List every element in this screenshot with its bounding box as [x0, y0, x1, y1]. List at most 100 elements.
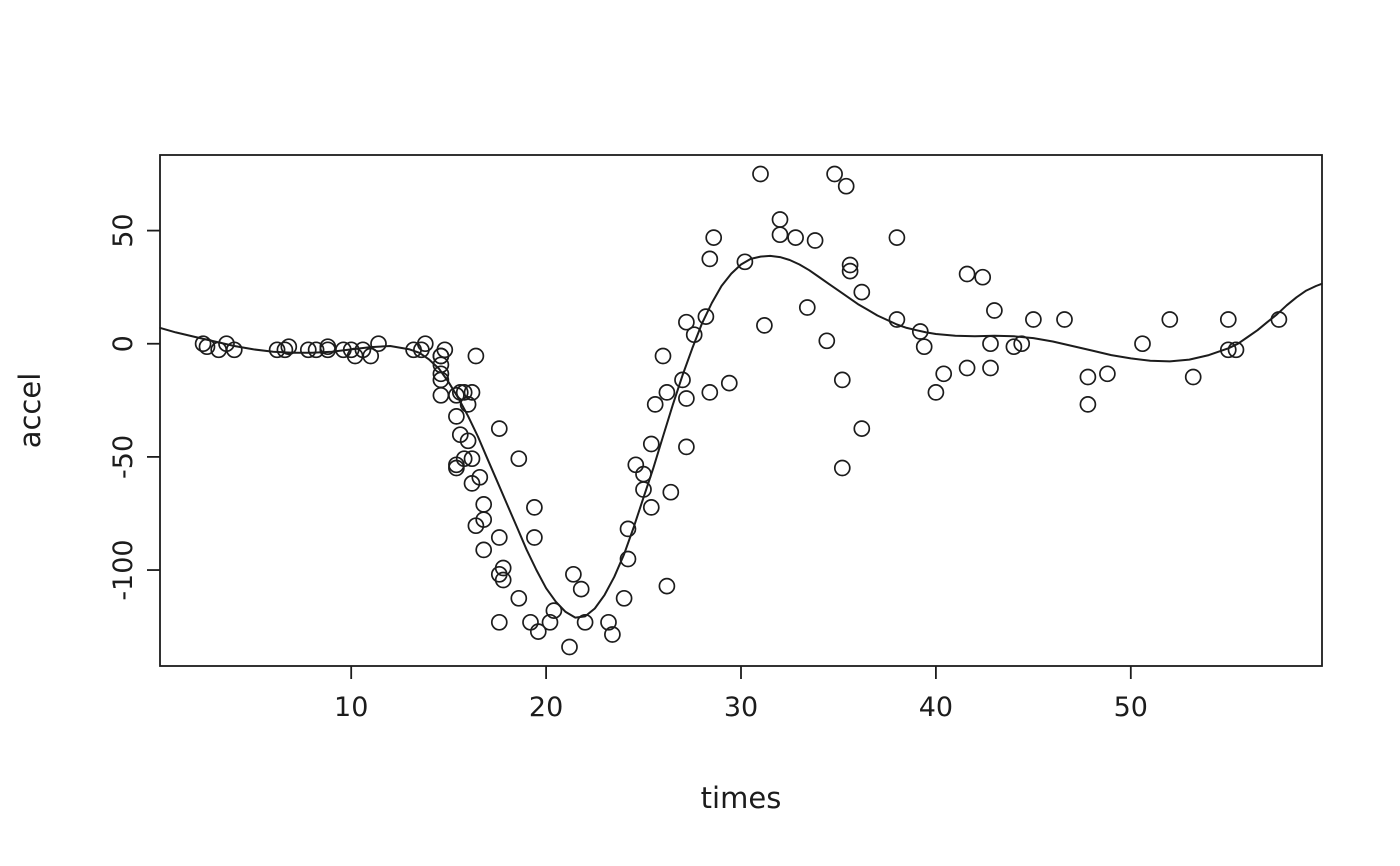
y-tick-label: -50 [108, 435, 139, 479]
data-point [604, 626, 621, 643]
data-point [526, 529, 543, 546]
data-point [1079, 368, 1097, 386]
data-point [958, 359, 976, 377]
data-point [510, 589, 528, 607]
data-point [841, 262, 859, 280]
data-point [475, 541, 493, 559]
y-axis-label: accel [13, 373, 47, 449]
data-point [545, 602, 563, 619]
data-point [646, 396, 664, 413]
data-point [798, 299, 816, 316]
smooth-line [159, 254, 1323, 619]
data-point [541, 613, 559, 631]
data-point [432, 365, 450, 383]
data-point [888, 311, 906, 328]
data-point [787, 229, 804, 246]
x-tick-label: 20 [529, 692, 563, 723]
data-point [662, 483, 680, 501]
data-point [771, 226, 789, 244]
data-point [654, 347, 672, 365]
data-point [565, 565, 582, 583]
data-point [915, 338, 933, 356]
data-point [448, 386, 465, 404]
data-point [658, 577, 676, 595]
data-point [982, 335, 999, 353]
x-tick-label: 40 [919, 692, 953, 723]
data-point [986, 302, 1003, 319]
data-point [1134, 335, 1151, 353]
data-point [1005, 338, 1023, 356]
data-point [678, 438, 695, 456]
data-point [853, 283, 871, 301]
data-point [1227, 341, 1245, 359]
data-point [561, 638, 578, 656]
data-point [705, 229, 723, 246]
data-point [756, 317, 773, 334]
data-point [1219, 311, 1237, 328]
data-point [1099, 365, 1116, 383]
data-point [1161, 311, 1179, 328]
data-point [1184, 368, 1202, 386]
data-point [448, 459, 465, 477]
data-point [678, 390, 695, 407]
data-point [494, 559, 512, 577]
data-point [455, 450, 473, 468]
data-point [475, 496, 493, 513]
data-point [701, 384, 719, 401]
data-point [701, 250, 719, 268]
data-point [619, 550, 637, 568]
data-point [720, 374, 738, 392]
data-point [194, 335, 212, 353]
data-point [826, 165, 843, 183]
data-point [853, 420, 871, 437]
data-point [299, 341, 317, 359]
data-point [1079, 396, 1097, 413]
data-point [475, 511, 493, 528]
data-point [463, 450, 481, 468]
data-point [627, 456, 645, 474]
data-point [490, 420, 508, 437]
data-point [276, 341, 294, 359]
data-point [471, 468, 489, 486]
data-point [1056, 311, 1073, 328]
data-point [280, 338, 298, 356]
data-point [432, 386, 450, 404]
data-point [658, 384, 676, 401]
x-tick-label: 30 [724, 692, 758, 723]
data-point [576, 613, 594, 631]
data-point [697, 308, 715, 325]
data-point [459, 432, 477, 450]
data-point [927, 384, 945, 401]
data-point [490, 613, 508, 631]
data-point [818, 332, 836, 350]
x-tick-label: 50 [1114, 692, 1148, 723]
data-point [467, 347, 485, 365]
data-point [752, 165, 769, 183]
data-point [436, 341, 454, 359]
data-point [362, 347, 380, 365]
x-tick-label: 10 [334, 692, 368, 723]
data-point [888, 229, 906, 246]
data-point [771, 211, 789, 228]
data-point [935, 365, 953, 383]
data-point [806, 232, 824, 249]
data-point [490, 529, 508, 546]
data-point [225, 341, 243, 359]
data-point [678, 313, 695, 331]
data-point [526, 499, 543, 516]
data-point [572, 580, 590, 598]
data-point [510, 450, 528, 468]
data-point [463, 384, 481, 401]
data-point [307, 341, 325, 359]
plot-box [159, 154, 1323, 667]
data-point [615, 589, 633, 607]
data-point [674, 371, 691, 389]
data-point [982, 359, 999, 377]
data-point [1025, 311, 1042, 328]
y-tick-label: 50 [108, 213, 139, 247]
data-point [455, 384, 473, 401]
data-point [736, 253, 754, 271]
data-point [833, 459, 851, 477]
